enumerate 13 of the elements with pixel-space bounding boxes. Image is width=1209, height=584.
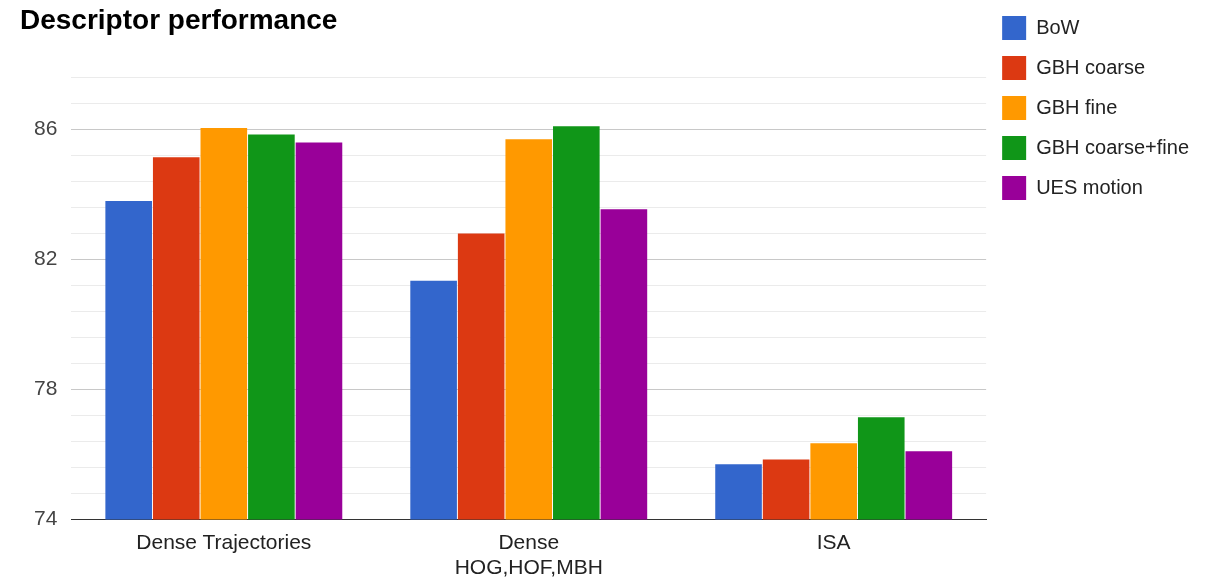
- y-tick-label: 78: [34, 376, 58, 400]
- legend-label: GBH fine: [1036, 95, 1118, 118]
- chart-title: Descriptor performance: [20, 3, 338, 35]
- x-tick-label: Dense Trajectories: [136, 530, 312, 553]
- x-tick-label: ISA: [816, 530, 851, 553]
- y-tick-label: 86: [34, 116, 58, 140]
- x-tick-label: Dense HOG,HOF,MBH: [454, 530, 603, 579]
- legend-label: GBH coarse+fine: [1036, 135, 1190, 158]
- legend-label: UES motion: [1036, 175, 1143, 198]
- y-tick-label: 82: [34, 246, 58, 270]
- y-tick-label: 74: [34, 506, 58, 530]
- legend-label: BoW: [1036, 15, 1080, 38]
- legend-label: GBH coarse: [1036, 55, 1146, 78]
